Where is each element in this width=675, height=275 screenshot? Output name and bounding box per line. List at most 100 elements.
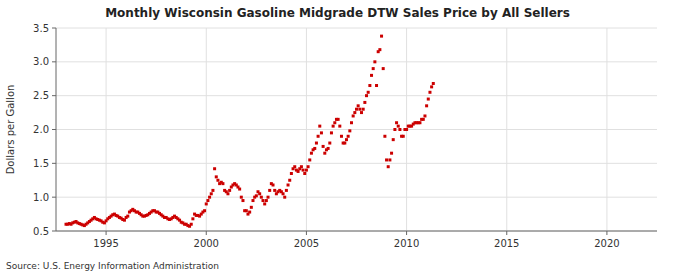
x-tick [106,231,107,235]
point [251,199,254,202]
point [308,158,311,161]
point [265,199,268,202]
point [290,172,293,175]
point [191,217,194,220]
point [367,91,370,94]
point [317,135,320,138]
point [373,60,376,63]
point [300,165,303,168]
point [273,189,276,192]
point [388,158,391,161]
title: Monthly Wisconsin Gasoline Midgrade DTW … [105,6,570,20]
point [358,108,361,111]
point [340,135,343,138]
y-tick [52,163,56,164]
points [65,35,435,228]
point [427,98,430,101]
point [288,179,291,182]
x-tick [206,231,207,235]
point [332,125,335,128]
grid-line-y [56,28,657,29]
point [323,152,326,155]
grid-line-x [306,28,307,231]
point [328,142,331,145]
point [378,48,381,51]
point [355,108,358,111]
point [343,142,346,145]
point [307,165,310,168]
point [360,111,363,114]
source-note: Source: U.S. Energy Information Administ… [6,261,219,271]
point [398,128,401,131]
point [206,199,209,202]
grid-line-y [56,61,657,62]
point [425,104,428,107]
point [211,189,214,192]
point [418,121,421,124]
point [241,199,244,202]
point [272,183,275,186]
point [320,131,323,134]
point [380,35,383,38]
point [430,85,433,88]
point [126,215,129,218]
point [238,188,241,191]
point [347,135,350,138]
x-axis-line [56,231,657,232]
x-tick [606,231,607,235]
y-tick-label: 0.5 [33,226,49,237]
y-axis-label: Dollars per Gallon [5,85,16,175]
point [368,84,371,87]
point [363,101,366,104]
point [216,179,219,182]
point [260,196,263,199]
point [297,170,300,173]
point [282,192,285,195]
point [240,196,243,199]
point [423,114,426,117]
point [221,182,224,185]
grid-line-x [406,28,407,231]
point [267,196,270,199]
point [210,192,213,195]
point [268,189,271,192]
point [302,169,305,172]
point [395,121,398,124]
grid-line-x [506,28,507,231]
point [365,94,368,97]
x-tick [506,231,507,235]
grid-line-x [106,28,107,231]
point [357,104,360,107]
point [305,169,308,172]
point [190,223,193,226]
point [338,125,341,128]
y-tick-label: 2.0 [33,124,49,135]
point [205,202,208,205]
point [287,183,290,186]
grid-line-y [56,129,657,130]
point [348,129,351,132]
x-tick-label: 2020 [594,238,619,249]
point [228,189,231,192]
grid-line-y [56,95,657,96]
x-tick-label: 2010 [394,238,419,249]
point [313,147,316,150]
point [352,114,355,117]
point [393,128,396,131]
y-tick-label: 3.0 [33,56,49,67]
point [255,194,258,197]
y-tick [52,129,56,130]
point [345,138,348,141]
point [262,199,265,202]
x-tick-label: 2015 [494,238,519,249]
point [422,118,425,121]
point [382,67,385,70]
point [250,206,253,209]
x-tick-label: 2005 [294,238,319,249]
point [385,158,388,161]
x-tick [306,231,307,235]
point [392,138,395,141]
y-tick [52,28,56,29]
point [432,82,435,85]
point [245,209,248,212]
